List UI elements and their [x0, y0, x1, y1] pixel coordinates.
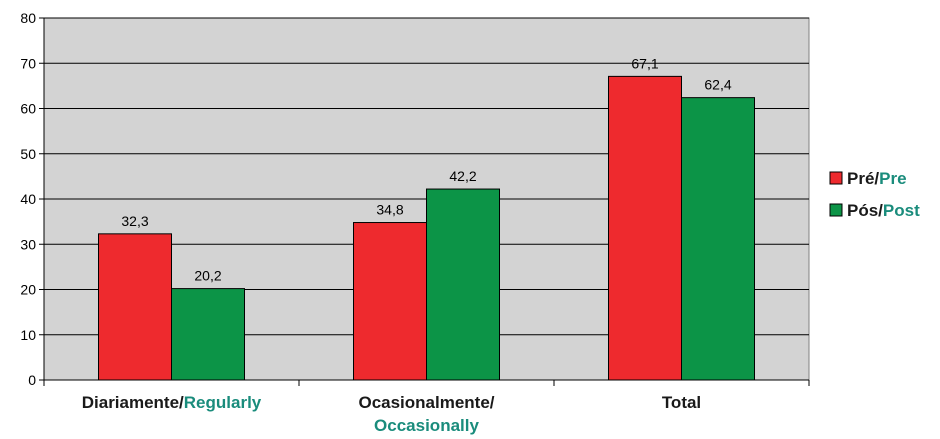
x-category-label: Ocasionalmente/: [358, 393, 494, 412]
bar: [426, 188, 500, 381]
bar: [353, 222, 427, 381]
bar: [98, 233, 172, 381]
x-category-label: Total: [662, 393, 701, 412]
data-label: 42,2: [449, 168, 476, 184]
y-tick-label: 10: [20, 327, 36, 343]
y-tick-label: 60: [20, 101, 36, 117]
y-tick-label: 40: [20, 191, 36, 207]
legend-swatch: [829, 203, 843, 217]
y-tick-label: 70: [20, 55, 36, 71]
y-tick-label: 80: [20, 10, 36, 26]
data-label: 20,2: [194, 268, 221, 284]
data-label: 62,4: [704, 77, 731, 93]
y-tick-label: 30: [20, 236, 36, 252]
bar: [171, 288, 245, 381]
y-tick-label: 0: [28, 372, 36, 388]
bar: [681, 97, 755, 381]
legend-label: Pós/Post: [847, 201, 920, 220]
x-category-label: Diariamente/Regularly: [82, 393, 262, 412]
legend-swatch: [829, 171, 843, 185]
y-tick-label: 50: [20, 146, 36, 162]
y-tick-label: 20: [20, 282, 36, 298]
data-label: 32,3: [121, 213, 148, 229]
data-label: 34,8: [376, 202, 403, 218]
x-category-label-secondary: Occasionally: [374, 416, 479, 435]
bar: [608, 75, 682, 381]
legend-label: Pré/Pre: [847, 169, 907, 188]
data-label: 67,1: [631, 55, 658, 71]
